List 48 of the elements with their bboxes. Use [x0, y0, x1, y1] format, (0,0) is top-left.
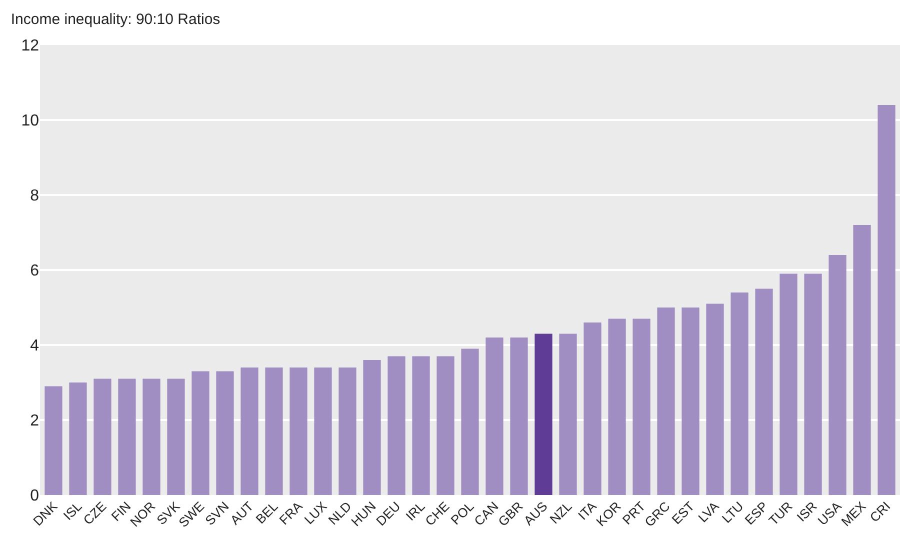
bar: [265, 368, 283, 495]
bar: [853, 225, 871, 495]
chart-title: Income inequality: 90:10 Ratios: [10, 11, 220, 28]
bar: [142, 378, 160, 495]
x-tick-label: NZL: [546, 498, 575, 527]
bar: [559, 334, 577, 495]
bar: [632, 318, 650, 495]
x-tick-label: TUR: [766, 498, 796, 528]
bar: [657, 308, 675, 495]
bar: [363, 360, 381, 495]
bar: [730, 292, 748, 495]
x-tick-label: FRA: [276, 498, 306, 528]
bar: [118, 378, 136, 495]
bar: [755, 288, 773, 495]
bar: [534, 334, 552, 495]
bar: [216, 371, 234, 495]
bar: [436, 356, 454, 495]
y-tick-label: 0: [30, 488, 40, 505]
bar: [240, 368, 258, 495]
y-tick-label: 2: [30, 412, 40, 430]
bar: [584, 322, 602, 495]
x-tick-label: LVA: [695, 498, 722, 526]
bar: [69, 382, 87, 495]
bar: [510, 338, 528, 495]
y-tick-label: 10: [21, 112, 40, 130]
bar: [338, 368, 356, 495]
bar: [94, 378, 112, 495]
bar: [412, 356, 430, 495]
y-tick-label: 8: [30, 188, 40, 205]
y-tick-label: 12: [21, 38, 40, 55]
bar: [314, 368, 332, 495]
bar: [461, 348, 479, 495]
bar: [290, 368, 308, 495]
bar: [44, 386, 62, 495]
bar: [486, 338, 504, 495]
bar: [167, 378, 185, 495]
bar: [608, 318, 626, 495]
x-tick-label: CRI: [866, 498, 894, 526]
bar: [706, 304, 724, 495]
bar: [804, 274, 822, 495]
y-tick-label: 6: [30, 262, 40, 280]
bar: [682, 308, 700, 495]
bar: [192, 371, 210, 495]
bar: [780, 274, 798, 495]
bar: [388, 356, 406, 495]
bar: [828, 255, 846, 495]
y-tick-label: 4: [30, 338, 40, 355]
bar: [878, 105, 896, 495]
